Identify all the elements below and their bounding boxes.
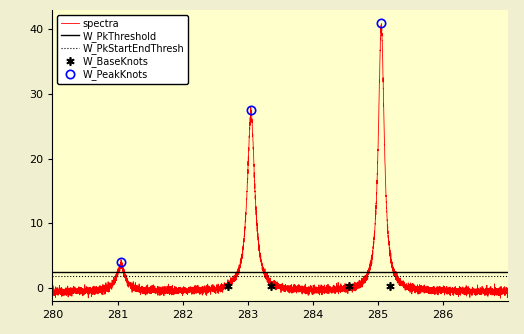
Line: W_PeakKnots: W_PeakKnots: [117, 19, 386, 266]
W_PeakKnots: [248, 108, 254, 112]
Legend: spectra, W_PkThreshold, W_PkStartEndThresh, W_BaseKnots, W_PeakKnots: spectra, W_PkThreshold, W_PkStartEndThre…: [57, 15, 188, 84]
W_PeakKnots: [378, 21, 385, 25]
spectra: [497, 296, 504, 300]
Line: W_BaseKnots: W_BaseKnots: [224, 282, 394, 290]
W_BaseKnots: [346, 284, 352, 288]
spectra: [73, 290, 80, 294]
W_BaseKnots: [225, 284, 232, 288]
spectra: [231, 280, 237, 284]
spectra: [221, 286, 227, 290]
spectra: [169, 291, 175, 295]
spectra: [49, 288, 56, 292]
W_BaseKnots: [267, 284, 274, 288]
W_BaseKnots: [387, 284, 393, 288]
spectra: [378, 22, 385, 26]
spectra: [358, 282, 364, 286]
W_PeakKnots: [117, 260, 124, 264]
spectra: [505, 285, 511, 289]
spectra: [270, 283, 276, 287]
Line: spectra: spectra: [52, 24, 508, 298]
